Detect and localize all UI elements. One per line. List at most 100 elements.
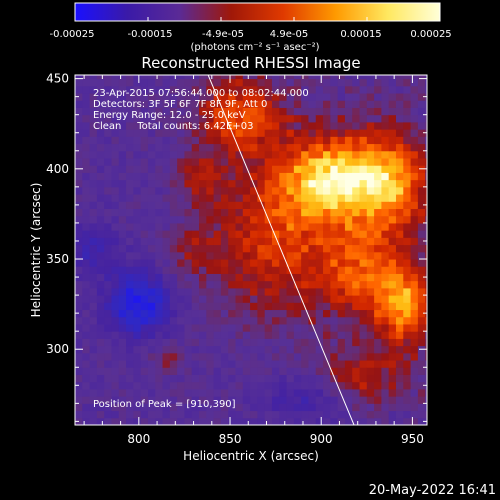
heatmap-cell xyxy=(191,316,200,325)
heatmap-cell xyxy=(308,360,317,368)
heatmap-cell xyxy=(213,78,222,87)
heatmap-cell xyxy=(374,316,382,325)
heatmap-cell xyxy=(337,78,346,87)
heatmap-cell xyxy=(75,331,83,339)
heatmap-cell xyxy=(337,331,346,339)
heatmap-cell xyxy=(366,280,375,289)
heatmap-cell xyxy=(359,331,368,339)
heatmap-cell xyxy=(279,230,288,238)
heatmap-cell xyxy=(410,360,419,368)
heatmap-cell xyxy=(410,179,419,188)
heatmap-cell xyxy=(126,179,134,188)
heatmap-cell xyxy=(308,417,317,425)
heatmap-cell xyxy=(169,338,178,347)
heatmap-cell xyxy=(111,121,120,130)
plot-frame xyxy=(74,74,428,426)
heatmap-cell xyxy=(315,230,324,238)
heatmap-cell xyxy=(264,352,273,361)
heatmap-cell xyxy=(286,186,295,195)
heatmap-cell xyxy=(133,367,142,375)
heatmap-cell xyxy=(199,316,207,325)
heatmap-cell xyxy=(403,403,412,412)
heatmap-cell xyxy=(220,352,229,361)
heatmap-cell xyxy=(286,157,295,166)
heatmap-cell xyxy=(330,244,339,253)
heatmap-cell xyxy=(213,403,222,412)
heatmap-cell xyxy=(279,403,288,412)
heatmap-cell xyxy=(366,266,375,274)
heatmap-cell xyxy=(257,367,266,375)
heatmap-cell xyxy=(206,352,215,361)
heatmap-cell xyxy=(352,237,361,246)
heatmap-cell xyxy=(381,403,390,412)
heatmap-cell xyxy=(410,136,419,145)
heatmap-cell xyxy=(308,179,317,188)
heatmap-cell xyxy=(184,136,193,145)
heatmap-cell xyxy=(264,381,273,390)
heatmap-cell xyxy=(395,403,404,412)
heatmap-cell xyxy=(184,410,193,419)
heatmap-cell xyxy=(155,388,164,397)
heatmap-cell xyxy=(96,266,105,274)
heatmap-cell xyxy=(359,215,368,224)
heatmap-cell xyxy=(140,309,149,318)
heatmap-cell xyxy=(191,208,200,217)
heatmap-cell xyxy=(425,157,427,166)
heatmap-cell xyxy=(104,244,112,253)
heatmap-cell xyxy=(111,143,120,152)
heatmap-cell xyxy=(279,201,288,210)
heatmap-cell xyxy=(403,100,412,108)
heatmap-cell xyxy=(330,360,339,368)
heatmap-cell xyxy=(279,410,288,419)
heatmap-cell xyxy=(315,143,324,152)
heatmap-cell xyxy=(410,150,419,159)
heatmap-cell xyxy=(199,107,207,116)
heatmap-cell xyxy=(301,316,309,325)
heatmap-cell xyxy=(228,93,236,101)
heatmap-cell xyxy=(213,215,222,224)
heatmap-cell xyxy=(162,266,171,274)
heatmap-cell xyxy=(96,316,105,325)
heatmap-cell xyxy=(228,273,236,282)
heatmap-cell xyxy=(264,107,273,116)
heatmap-cell xyxy=(140,410,149,419)
heatmap-cell xyxy=(133,186,142,195)
heatmap-cell xyxy=(133,114,142,123)
heatmap-cell xyxy=(126,345,134,354)
heatmap-cell xyxy=(140,338,149,347)
heatmap-cell xyxy=(388,129,397,137)
heatmap-cell xyxy=(315,157,324,166)
y-tick-label: 300 xyxy=(46,342,69,356)
heatmap-cell xyxy=(184,316,193,325)
heatmap-cell xyxy=(352,381,361,390)
heatmap-cell xyxy=(388,237,397,246)
heatmap-cell xyxy=(388,331,397,339)
heatmap-cell xyxy=(206,157,215,166)
heatmap-cell xyxy=(169,172,178,181)
heatmap-cell xyxy=(82,208,91,217)
heatmap-cell xyxy=(417,352,426,361)
heatmap-cell xyxy=(323,222,331,231)
heatmap-cell xyxy=(206,259,215,267)
heatmap-cell xyxy=(381,381,390,390)
heatmap-cell xyxy=(293,121,302,130)
heatmap-cell xyxy=(155,157,164,166)
heatmap-cell xyxy=(140,295,149,303)
heatmap-cell xyxy=(184,230,193,238)
heatmap-cell xyxy=(96,93,105,101)
heatmap-cell xyxy=(169,295,178,303)
heatmap-cell xyxy=(89,215,98,224)
heatmap-cell xyxy=(126,237,134,246)
heatmap-cell xyxy=(155,208,164,217)
heatmap-cell xyxy=(330,259,339,267)
heatmap-cell xyxy=(271,93,280,101)
heatmap-cell xyxy=(177,287,185,296)
heatmap-cell xyxy=(162,251,171,260)
heatmap-cell xyxy=(410,367,419,375)
heatmap-cell xyxy=(89,244,98,253)
heatmap-cell xyxy=(323,403,331,412)
heatmap-cell xyxy=(140,85,149,94)
heatmap-cell xyxy=(82,150,91,159)
heatmap-cell xyxy=(89,75,98,80)
heatmap-cell xyxy=(395,396,404,404)
